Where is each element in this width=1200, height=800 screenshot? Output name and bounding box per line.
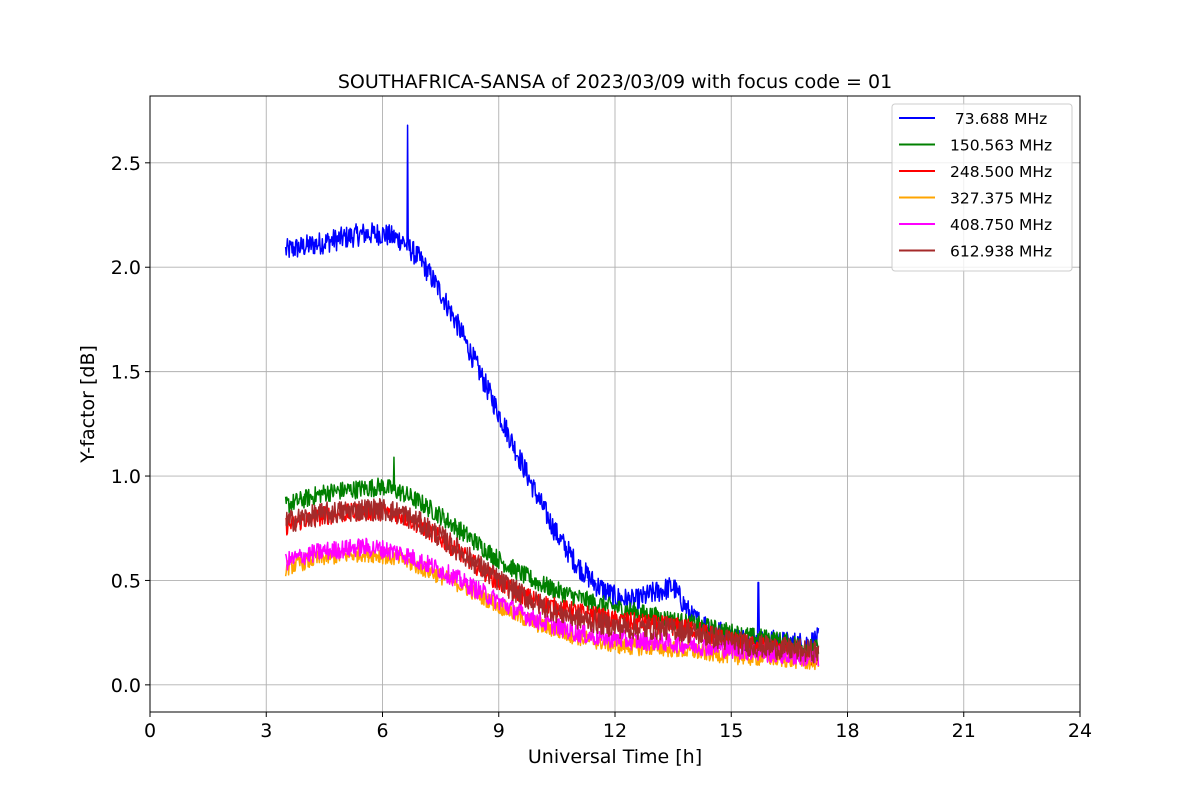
x-tick-label: 12 [603, 720, 627, 742]
y-tick-label: 1.0 [111, 466, 141, 488]
x-axis-label: Universal Time [h] [528, 746, 702, 768]
x-tick-label: 18 [835, 720, 859, 742]
series-line-5 [284, 537, 820, 667]
series-group [284, 124, 820, 671]
grid [149, 96, 1081, 712]
legend-label: 408.750 MHz [950, 216, 1052, 234]
x-tick-label: 3 [260, 720, 272, 742]
y-tick-label: 1.5 [111, 362, 141, 384]
legend-label: 73.688 MHz [950, 110, 1047, 128]
x-tick-label: 0 [144, 720, 156, 742]
y-tick-label: 2.5 [111, 153, 141, 175]
x-tick-label: 9 [493, 720, 505, 742]
y-tick-label: 0.5 [111, 570, 141, 592]
y-tick-label: 2.0 [111, 257, 141, 279]
legend-label: 248.500 MHz [950, 163, 1052, 181]
series-line-6 [285, 498, 820, 664]
series-line-2 [284, 456, 820, 657]
legend-box [891, 103, 1073, 272]
y-axis: 0.0 0.5 1.0 1.5 2.0 2.5 [111, 153, 150, 697]
x-tick-label: 6 [376, 720, 388, 742]
legend-label: 327.375 MHz [950, 190, 1052, 208]
legend: 73.688 MHz 150.563 MHz 248.500 MHz 327.375 … [891, 103, 1073, 272]
legend-label: 612.938 MHz [950, 243, 1052, 261]
x-axis: 0 3 6 9 12 15 18 21 24 [144, 712, 1092, 742]
y-tick-label: 0.0 [111, 675, 141, 697]
y-axis-label: Y-factor [dB] [77, 345, 99, 464]
x-tick-label: 15 [719, 720, 743, 742]
chart-title: SOUTHAFRICA-SANSA of 2023/03/09 with foc… [338, 71, 892, 93]
x-tick-label: 21 [952, 720, 976, 742]
legend-label: 150.563 MHz [950, 137, 1052, 155]
x-tick-label: 24 [1068, 720, 1092, 742]
